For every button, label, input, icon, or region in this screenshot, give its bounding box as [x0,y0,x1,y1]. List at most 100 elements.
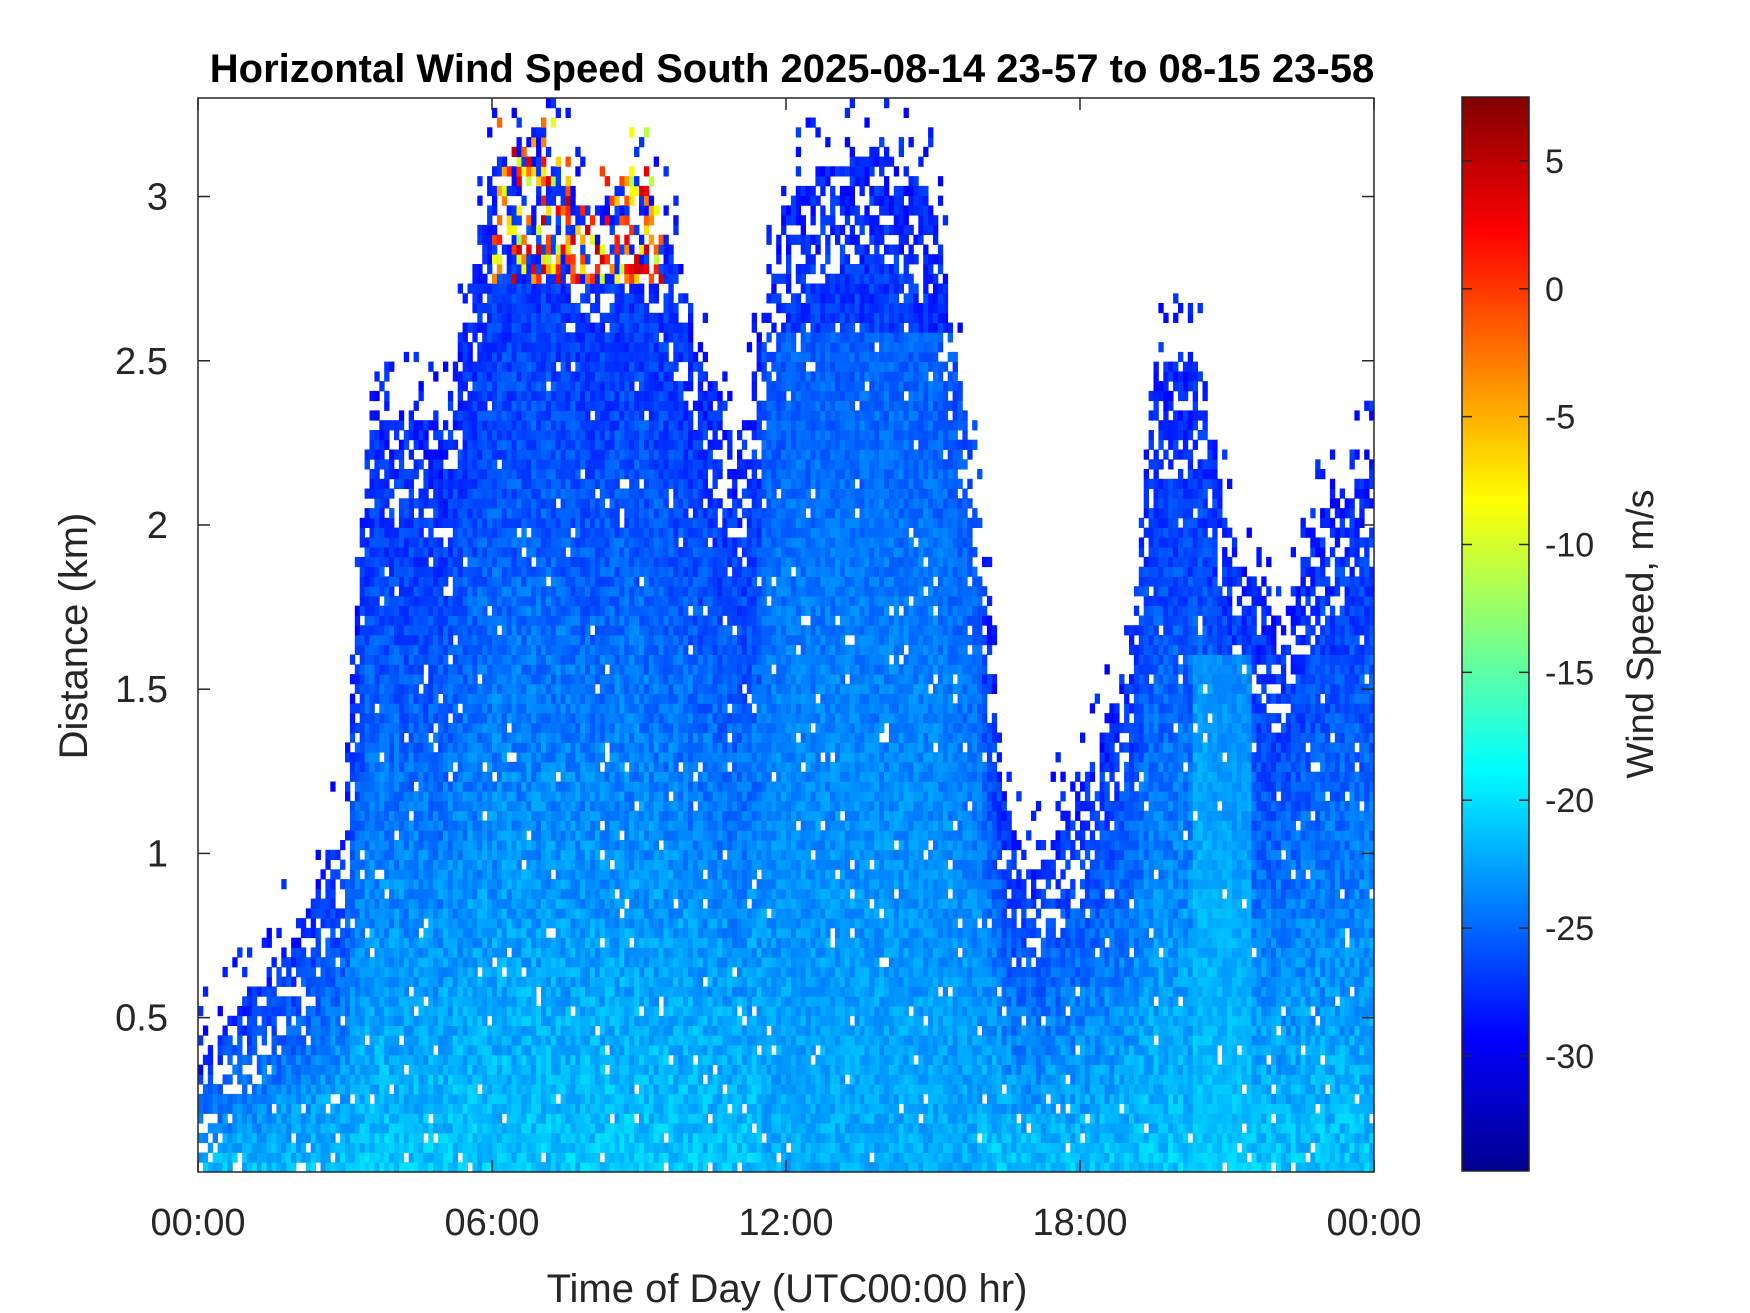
heatmap-cell [325,1084,331,1095]
heatmap-cell [555,703,561,714]
heatmap-cell [482,361,488,372]
heatmap-cell [585,224,591,236]
heatmap-cell [560,654,566,665]
heatmap-cell [506,351,512,363]
heatmap-cell [496,1054,503,1065]
heatmap-cell [207,1084,214,1095]
heatmap-cell [330,986,336,997]
heatmap-cell [443,1045,449,1056]
heatmap-cell [398,635,405,646]
heatmap-cell [354,1123,361,1134]
heatmap-cell [531,996,537,1007]
heatmap-cell [310,976,316,987]
heatmap-cell [389,459,395,470]
heatmap-cell [266,1142,272,1153]
heatmap-cell [443,810,449,821]
heatmap-cell [286,957,292,968]
heatmap-cell [398,908,405,919]
heatmap-cell [364,722,370,734]
heatmap-cell [580,615,586,626]
heatmap-cell [374,947,380,958]
heatmap-cell [457,937,463,948]
heatmap-cell [594,1064,601,1075]
heatmap-cell [531,595,537,607]
heatmap-cell [565,537,571,548]
heatmap-cell [433,771,439,782]
heatmap-cell [310,986,316,997]
heatmap-cell [550,1006,557,1017]
heatmap-cell [281,1103,287,1114]
heatmap-cell [570,1064,576,1075]
heatmap-cell [590,469,596,480]
heatmap-cell [403,771,410,782]
heatmap-cell [560,508,566,519]
heatmap-cell [580,244,586,255]
heatmap-cell [423,586,429,597]
heatmap-cell [541,439,547,450]
heatmap-cell [477,615,483,626]
heatmap-cell [560,703,566,714]
heatmap-cell [565,761,571,773]
heatmap-cell [570,381,576,392]
heatmap-cell [496,605,503,616]
heatmap-cell [398,1074,405,1085]
heatmap-cell [501,840,508,851]
heatmap-cell [369,390,375,402]
heatmap-cell [198,1006,204,1017]
heatmap-cell [585,400,591,411]
heatmap-cell [379,1074,385,1085]
heatmap-cell [492,674,498,685]
heatmap-cell [482,859,488,870]
heatmap-cell [492,351,498,363]
heatmap-cell [413,1142,419,1153]
heatmap-cell [433,459,439,470]
heatmap-cell [433,664,439,675]
heatmap-cell [364,996,370,1007]
heatmap-cell [545,1152,552,1163]
heatmap-cell [374,801,380,812]
heatmap-cell [359,888,365,900]
heatmap-cell [599,976,606,987]
heatmap-cell [202,1093,209,1105]
heatmap-cell [511,781,517,792]
heatmap-cell [492,439,498,450]
heatmap-cell [349,693,356,704]
heatmap-cell [541,381,547,392]
heatmap-cell [506,508,512,519]
heatmap-cell [443,713,449,724]
heatmap-cell [418,1006,424,1017]
heatmap-cell [492,937,498,948]
heatmap-cell [369,635,375,646]
heatmap-cell [555,508,561,519]
heatmap-cell [501,1162,508,1173]
heatmap-cell [550,605,557,616]
heatmap-cell [384,683,390,694]
heatmap-cell [418,527,424,538]
heatmap-cell [531,1162,537,1173]
heatmap-cell [467,527,473,538]
heatmap-cell [413,713,419,724]
heatmap-cell [590,342,596,353]
heatmap-cell [403,625,410,636]
heatmap-cell [496,410,503,421]
heatmap-cell [261,937,267,948]
heatmap-cell [496,254,503,265]
heatmap-cell [354,722,361,734]
heatmap-cell [423,791,429,802]
heatmap-cell [501,879,508,890]
heatmap-cell [545,1074,552,1085]
heatmap-cell [374,576,380,587]
heatmap-cell [447,1162,454,1173]
heatmap-cell [472,508,478,519]
heatmap-cell [570,459,576,470]
heatmap-cell [389,1123,395,1134]
heatmap-cell [428,595,434,607]
heatmap-cell [531,722,537,734]
heatmap-cell [570,947,576,958]
heatmap-cell [590,508,596,519]
heatmap-cell [580,478,586,489]
heatmap-cell [477,1113,483,1124]
heatmap-cell [217,1093,223,1105]
heatmap-cell [545,898,552,909]
heatmap-cell [320,1006,326,1017]
